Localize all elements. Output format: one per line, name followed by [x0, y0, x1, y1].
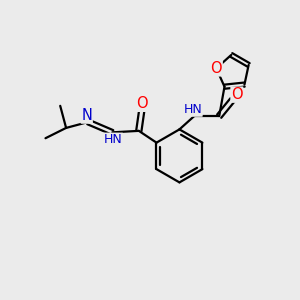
Text: HN: HN — [103, 133, 122, 146]
Text: O: O — [231, 87, 243, 102]
Text: HN: HN — [183, 103, 202, 116]
Text: O: O — [136, 96, 148, 111]
Text: O: O — [211, 61, 222, 76]
Text: N: N — [81, 108, 92, 123]
